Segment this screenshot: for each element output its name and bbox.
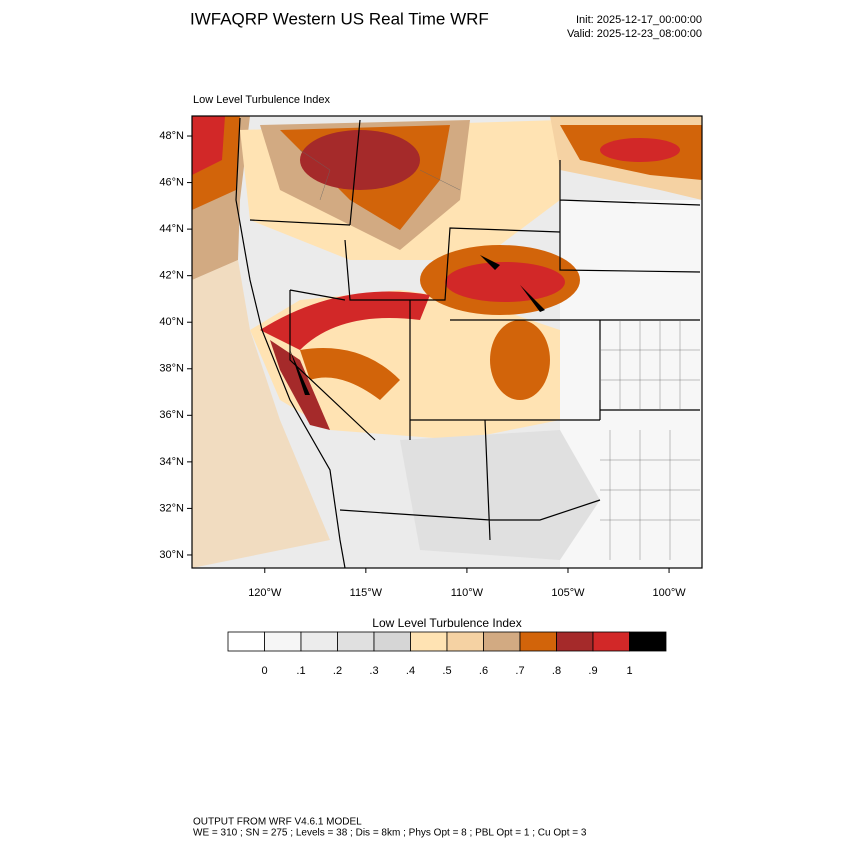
lon-tick-label: 110°W bbox=[451, 587, 484, 599]
lon-tick-label: 100°W bbox=[652, 587, 686, 599]
lat-tick-label: 32°N bbox=[159, 502, 184, 514]
colorbar-box bbox=[410, 631, 448, 652]
colorbar-box bbox=[337, 631, 375, 652]
lat-tick-label: 48°N bbox=[159, 130, 184, 142]
lat-tick-label: 40°N bbox=[159, 316, 184, 328]
colorbar-box bbox=[373, 631, 411, 652]
colorbar-box bbox=[519, 631, 557, 652]
colorbar-label: .3 bbox=[369, 665, 378, 677]
lat-tick-label: 30°N bbox=[159, 549, 184, 561]
lon-tick-label: 120°W bbox=[248, 587, 282, 599]
lat-tick-label: 46°N bbox=[159, 176, 184, 188]
colorbar-box bbox=[556, 631, 594, 652]
colorbar-label: .6 bbox=[479, 665, 488, 677]
lat-tick-label: 36°N bbox=[159, 409, 184, 421]
colorbar-box bbox=[592, 631, 630, 652]
colorbar-box bbox=[300, 631, 338, 652]
init-time: Init: 2025-12-17_00:00:00 bbox=[576, 14, 702, 26]
map-field bbox=[192, 116, 702, 568]
lat-tick-label: 38°N bbox=[159, 363, 184, 375]
colorbar-label: .8 bbox=[552, 665, 561, 677]
colorbar-box bbox=[629, 631, 667, 652]
colorbar-label: .1 bbox=[296, 665, 305, 677]
colorbar-label: .5 bbox=[442, 665, 451, 677]
colorbar-label: 1 bbox=[626, 665, 632, 677]
colorbar-box bbox=[264, 631, 302, 652]
colorbar-box bbox=[446, 631, 484, 652]
lat-tick-label: 34°N bbox=[159, 456, 184, 468]
colorbar-box bbox=[483, 631, 521, 652]
map-subtitle: Low Level Turbulence Index bbox=[193, 94, 330, 106]
title: IWFAQRP Western US Real Time WRF bbox=[190, 9, 489, 28]
colorbar-title: Low Level Turbulence Index bbox=[372, 616, 521, 630]
footer-line: OUTPUT FROM WRF V4.6.1 MODEL bbox=[193, 817, 362, 828]
map-frame bbox=[191, 115, 703, 569]
colorbar-label: .7 bbox=[515, 665, 524, 677]
colorbar-label: .4 bbox=[406, 665, 415, 677]
valid-time: Valid: 2025-12-23_08:00:00 bbox=[567, 28, 702, 40]
colorbar-box bbox=[227, 631, 265, 652]
lon-tick-label: 115°W bbox=[350, 587, 383, 599]
colorbar-label: 0 bbox=[261, 665, 267, 677]
lat-tick-label: 42°N bbox=[159, 270, 184, 282]
colorbar-label: .9 bbox=[588, 665, 597, 677]
colorbar-label: .2 bbox=[333, 665, 342, 677]
lat-tick-label: 44°N bbox=[159, 223, 184, 235]
lon-tick-label: 105°W bbox=[551, 587, 585, 599]
footer-line: WE = 310 ; SN = 275 ; Levels = 38 ; Dis … bbox=[193, 828, 587, 839]
